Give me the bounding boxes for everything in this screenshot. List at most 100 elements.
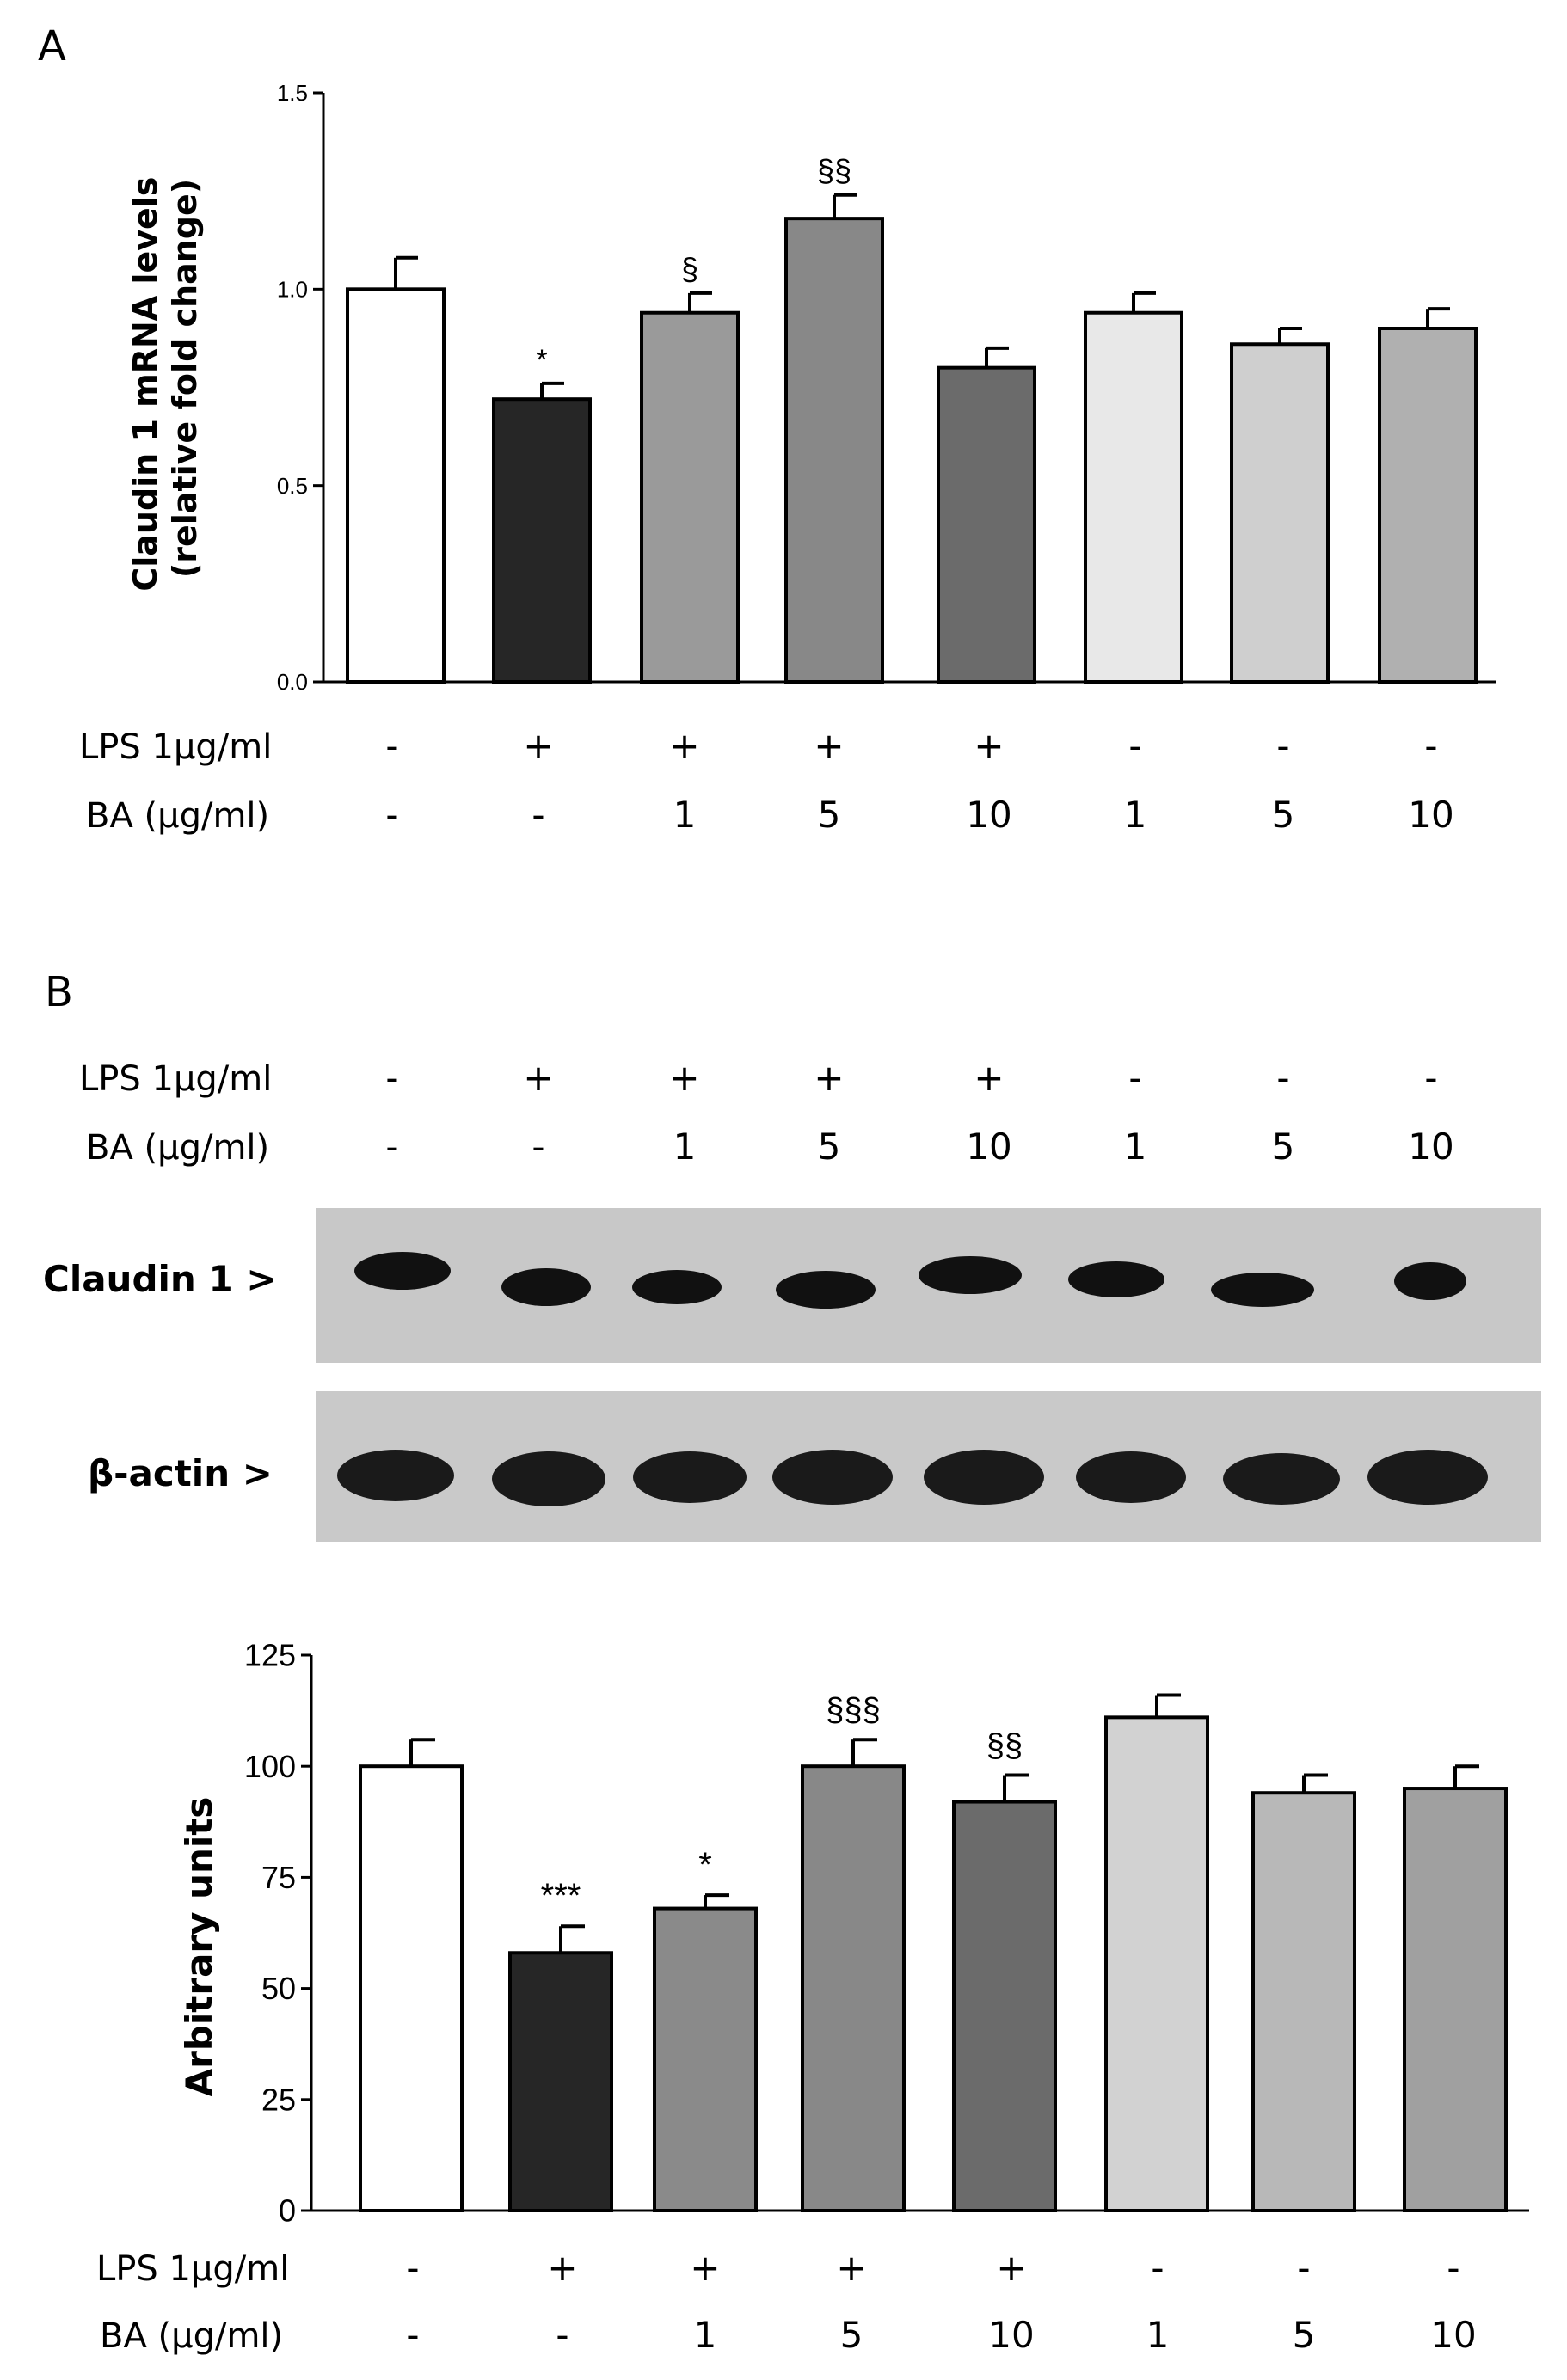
chart-b-bar	[1104, 1715, 1209, 2213]
claudin-band	[1394, 1262, 1466, 1300]
conditions-b: LPS 1µg/ml BA (µg/ml) - + + + + - - -- -1 5 10 1 5 10	[79, 1057, 1454, 1168]
chart-a-ylabel-line2: (relative fold change)	[166, 179, 204, 578]
actin-band	[1367, 1450, 1488, 1505]
chart-a-y-tick-label: 0.0	[277, 669, 308, 695]
claudin-band	[776, 1271, 876, 1309]
conditions-a: LPS 1µg/ml BA (µg/ml) - + + + + - - -- -1 5 10 1 5 10	[79, 725, 1454, 836]
chart-b-y-tick-label: 100	[244, 1749, 296, 1784]
conditions-a-ba-value: 5	[818, 794, 841, 836]
claudin-band	[501, 1268, 591, 1306]
conditions-b-bottom-ba-value: 10	[988, 2314, 1034, 2356]
conditions-b-bottom-ba-value: 1	[694, 2314, 717, 2356]
conditions-b-bottom-lps-value: -	[406, 2247, 419, 2289]
ba-row-label: BA (µg/ml)	[100, 2316, 283, 2356]
chart-a-significance-label: §	[681, 251, 698, 286]
chart-a-bar	[1230, 342, 1330, 684]
conditions-b-bottom-lps-value: +	[690, 2247, 720, 2289]
conditions-b-bottom-ba-value: 5	[840, 2314, 863, 2356]
chart-a-y-tick-label: 1.0	[277, 276, 308, 302]
claudin-band	[1211, 1273, 1314, 1307]
conditions-a-ba-value: 1	[1124, 794, 1147, 836]
chart-b-bar	[359, 1764, 464, 2212]
actin-band	[1076, 1451, 1186, 1503]
actin-band	[1223, 1453, 1340, 1505]
conditions-b-lps-value: +	[814, 1057, 844, 1099]
chart-b-bar	[801, 1764, 906, 2212]
conditions-b-lps-value: -	[1276, 1057, 1289, 1099]
conditions-b-ba-value: 1	[1124, 1126, 1147, 1168]
chart-a-bar	[640, 310, 740, 684]
conditions-a-lps-value: +	[974, 725, 1004, 767]
conditions-b-lps-value: -	[385, 1057, 398, 1099]
panel-a-letter: A	[38, 22, 66, 71]
conditions-b-lps-value: +	[669, 1057, 699, 1099]
conditions-a-lps-value: +	[814, 725, 844, 767]
conditions-b-bottom-ba-value: -	[556, 2314, 568, 2356]
claudin-band	[919, 1256, 1022, 1294]
conditions-b-ba-value: -	[532, 1126, 544, 1168]
conditions-b-ba-value: 1	[673, 1126, 697, 1168]
conditions-b-bottom-lps-value: +	[547, 2247, 577, 2289]
chart-a-significance-label: *	[536, 344, 547, 377]
chart-b-significance-label: *	[698, 1846, 712, 1884]
chart-b-y-tick-label: 50	[261, 1971, 296, 2006]
conditions-b-bottom-lps-value: +	[996, 2247, 1026, 2289]
conditions-b-bottom-ba-value: 10	[1430, 2314, 1476, 2356]
conditions-a-lps-value: +	[523, 725, 553, 767]
chart-b-y-tick-label: 125	[244, 1638, 296, 1673]
claudin-band	[1068, 1261, 1164, 1297]
conditions-a-ba-value: 1	[673, 794, 697, 836]
panel-b-letter: B	[45, 968, 73, 1016]
conditions-a-ba-value: -	[532, 794, 544, 836]
ba-row-label: BA (µg/ml)	[86, 796, 269, 836]
conditions-a-ba-value: 10	[966, 794, 1011, 836]
chart-b-bar	[653, 1906, 758, 2212]
conditions-b-bottom-ba-value: 1	[1146, 2314, 1170, 2356]
conditions-b-ba-value: 5	[1272, 1126, 1295, 1168]
chart-b-bar	[1251, 1791, 1356, 2212]
chart-a-bar	[937, 365, 1036, 684]
chart-b-bar	[508, 1951, 613, 2213]
conditions-b-bottom-ba-value: 5	[1293, 2314, 1316, 2356]
conditions-b-ba-value: 10	[966, 1126, 1011, 1168]
lps-row-label: LPS 1µg/ml	[79, 727, 272, 767]
conditions-b-bottom: LPS 1µg/ml BA (µg/ml) - + + + + - - -- -1 5 10 1 5 10	[96, 2247, 1477, 2356]
conditions-b-ba-value: -	[385, 1126, 398, 1168]
conditions-b-ba-value: 5	[818, 1126, 841, 1168]
chart-a-significance-label: §§	[817, 153, 851, 188]
western-blot: Claudin 1 > β-actin >	[43, 1208, 1541, 1542]
chart-a-bar	[784, 217, 884, 684]
conditions-a-lps-value: +	[669, 725, 699, 767]
chart-a-bar	[1084, 310, 1183, 684]
chart-a-bar	[1378, 327, 1478, 684]
chart-b-significance-label: §§§	[826, 1692, 880, 1728]
chart-b-significance-label: §§	[986, 1728, 1023, 1764]
conditions-b-ba-value: 10	[1408, 1126, 1453, 1168]
conditions-b-bottom-lps-value: -	[1447, 2247, 1459, 2289]
conditions-b-lps-value: +	[523, 1057, 553, 1099]
conditions-a-lps-value: -	[1128, 725, 1141, 767]
chart-a-ylabel: Claudin 1 mRNA levels (relative fold cha…	[126, 165, 204, 591]
chart-b-significance-label: ***	[541, 1877, 581, 1915]
chart-b-bar	[952, 1800, 1057, 2212]
ba-row-label: BA (µg/ml)	[86, 1128, 269, 1168]
claudin-band	[354, 1252, 451, 1290]
actin-band	[924, 1450, 1044, 1505]
actin-band	[492, 1451, 605, 1506]
actin-band	[633, 1451, 747, 1503]
chart-a-y-tick-label: 1.5	[277, 80, 308, 106]
chart-b-y-tick-label: 75	[261, 1860, 296, 1895]
chart-a-bar	[492, 397, 592, 684]
chart-a-y-tick-label: 0.5	[277, 473, 308, 499]
lps-row-label: LPS 1µg/ml	[96, 2249, 289, 2289]
conditions-a-lps-value: -	[385, 725, 398, 767]
actin-band	[772, 1450, 893, 1505]
chart-b-ylabel: Arbitrary units	[178, 1797, 220, 2097]
chart-a-ylabel-line1: Claudin 1 mRNA levels	[126, 177, 164, 592]
actin-blot-label: β-actin >	[88, 1452, 273, 1494]
conditions-b-lps-value: -	[1128, 1057, 1141, 1099]
claudin-band	[632, 1270, 722, 1304]
chart-b-y-tick-label: 0	[279, 2193, 296, 2229]
